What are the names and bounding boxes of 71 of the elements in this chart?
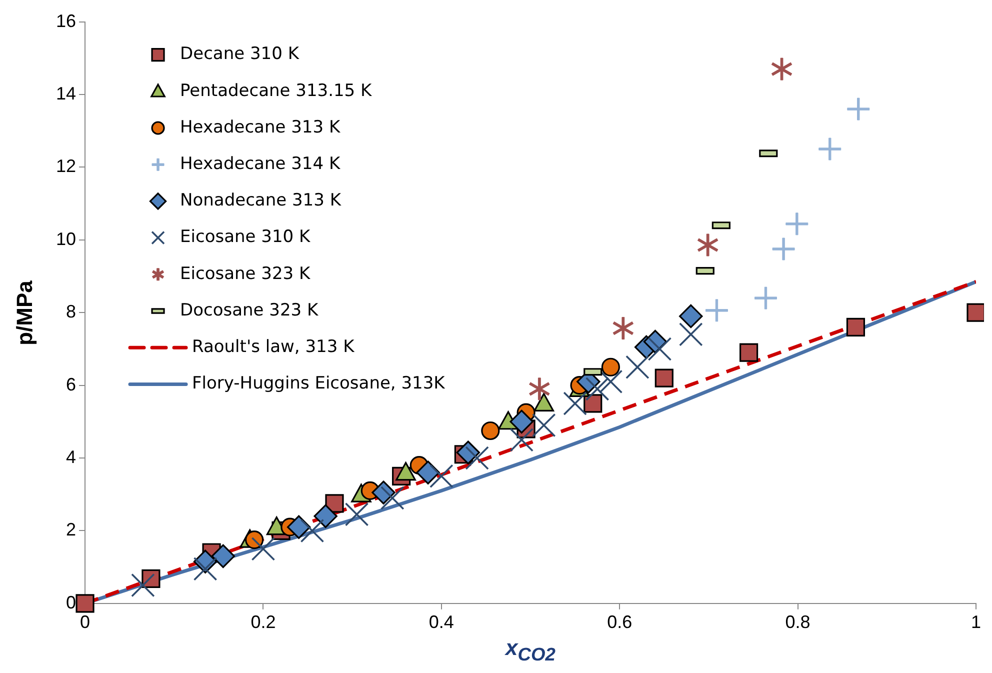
point (416, 460, 440, 484)
y-tick-label: 4 (66, 446, 76, 467)
x-axis-title: x$_{CO2}$ (506, 635, 556, 666)
point (287, 515, 311, 539)
y-tick-label: 2 (66, 520, 76, 540)
x-tick-label: 0.8 (785, 612, 810, 632)
point (510, 410, 534, 434)
point (818, 138, 842, 160)
point (314, 504, 338, 528)
point (563, 392, 587, 416)
point (481, 421, 500, 440)
point (786, 212, 808, 236)
point (534, 392, 554, 412)
legend-label: Hexadecane 313 K (180, 117, 341, 138)
y-tick-label: 10 (56, 228, 76, 249)
point (771, 58, 792, 80)
point (372, 480, 396, 504)
point (847, 98, 870, 120)
x-tick-label: 0.6 (607, 612, 632, 632)
point (211, 544, 235, 568)
point (529, 378, 550, 400)
point (697, 234, 718, 256)
legend-label: Raoult's law, 313 K (192, 337, 356, 358)
point (598, 370, 623, 394)
point (76, 594, 94, 613)
y-tick-label: 6 (66, 374, 76, 394)
point (465, 446, 489, 470)
x-tick-label: 1 (970, 612, 981, 632)
point (739, 343, 758, 362)
point (193, 556, 218, 581)
point (245, 530, 264, 550)
x-tick-label: 0 (80, 612, 90, 632)
point (585, 377, 610, 401)
point (456, 440, 480, 464)
point (601, 358, 620, 376)
x-tick-label: 0.2 (250, 612, 276, 632)
point (654, 368, 674, 388)
y-tick-label: 14 (56, 83, 76, 104)
point (584, 394, 602, 413)
point (532, 413, 556, 438)
point (430, 464, 454, 488)
y-tick-label: 0 (66, 592, 76, 612)
legend-label: Flory-Huggins Eicosane, 313K (192, 374, 446, 394)
point (705, 299, 728, 322)
point (612, 316, 634, 340)
legend-label: Docosane 323 K (180, 300, 320, 320)
x-tick-label: 0.4 (428, 612, 454, 632)
legend-label: Pentadecane 313.15 K (180, 80, 373, 101)
point (396, 462, 416, 481)
legend-label: Eicosane 323 K (180, 264, 311, 284)
point (380, 486, 404, 510)
legend-label: Nonadecane 313 K (180, 190, 342, 211)
point (300, 518, 324, 543)
point (344, 502, 369, 526)
point (679, 304, 703, 328)
point (131, 573, 155, 598)
y-tick-label: 16 (56, 10, 76, 31)
y-tick-label: 8 (66, 302, 76, 322)
point (510, 428, 534, 452)
point (754, 286, 777, 310)
point (846, 318, 866, 336)
point (648, 337, 672, 361)
point (966, 303, 984, 322)
y-tick-label: 12 (56, 156, 76, 176)
legend-label: Hexadecane 314 K (180, 154, 341, 174)
legend-label: Eicosane 310 K (180, 227, 311, 248)
y-axis-title: p/MPa (12, 280, 38, 345)
point (772, 238, 795, 260)
point (678, 322, 703, 346)
legend-label: Decane 310 K (180, 44, 300, 64)
point (626, 355, 650, 380)
